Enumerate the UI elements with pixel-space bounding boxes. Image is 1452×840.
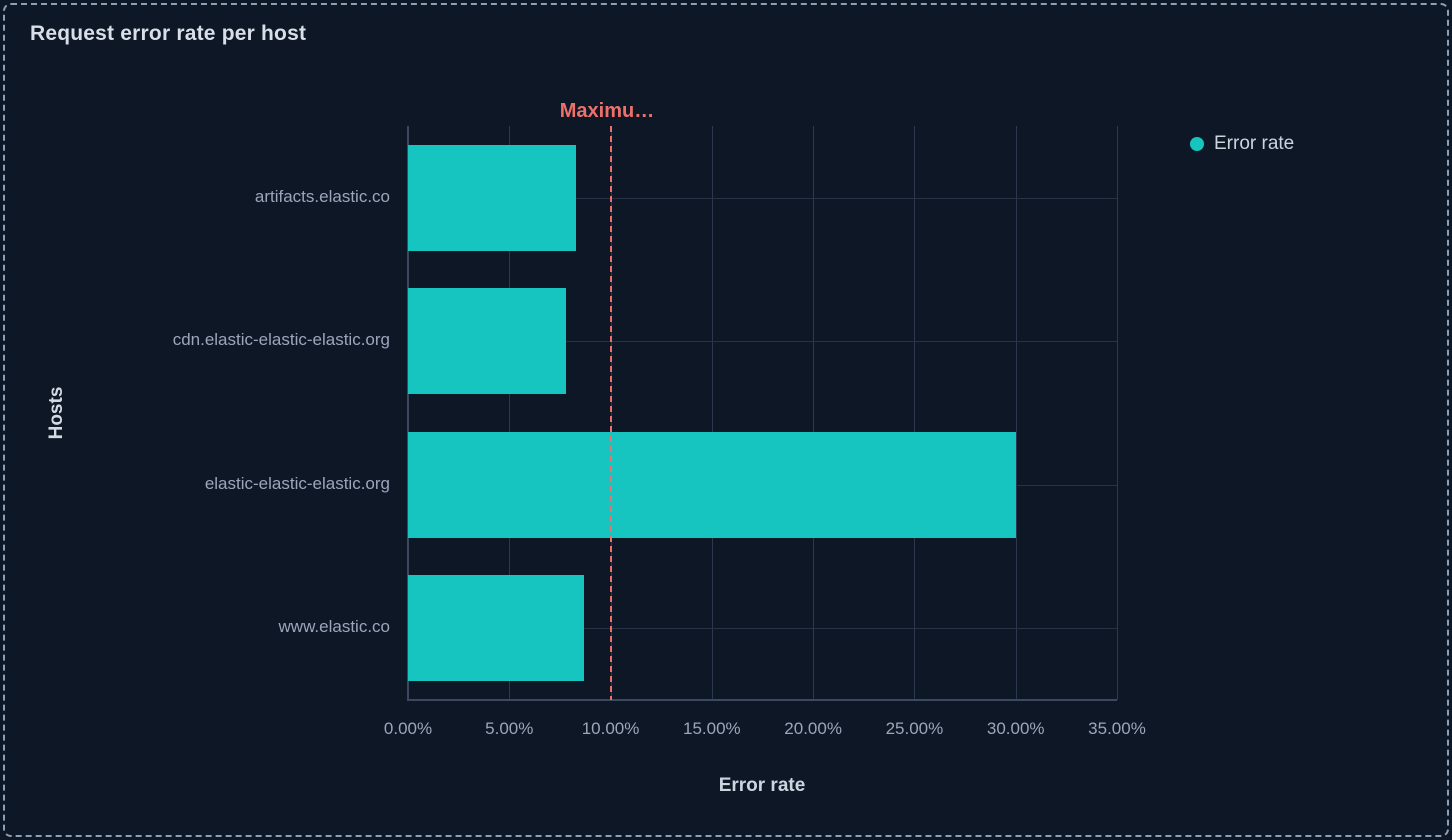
gridline-vertical xyxy=(813,126,815,700)
x-axis-tick-label: 0.00% xyxy=(383,719,433,738)
y-axis-line xyxy=(407,126,409,700)
x-axis-tick-label: 25.00% xyxy=(885,719,944,738)
x-axis-tick-label: 10.00% xyxy=(581,719,640,738)
error-rate-bar-chart: artifacts.elastic.co cdn.elastic-elastic-… xyxy=(5,5,1447,835)
gridline-vertical xyxy=(1015,126,1017,700)
bar[interactable] xyxy=(408,288,566,395)
x-axis-tick-label: 35.00% xyxy=(1088,719,1146,738)
dashboard-panel[interactable]: Request error rate per host artifacts.el… xyxy=(3,3,1449,837)
x-axis-tick-label: 30.00% xyxy=(986,719,1045,738)
gridline-horizontal xyxy=(408,341,1117,343)
y-axis-title: Hosts xyxy=(46,386,67,440)
threshold-label: Maximu… xyxy=(559,100,655,122)
bar[interactable] xyxy=(408,575,585,682)
x-axis-tick-label: 15.00% xyxy=(683,719,741,738)
y-axis-tick-label: artifacts.elastic.co xyxy=(254,186,390,206)
y-axis-tick-label: cdn.elastic-elastic-elastic.org xyxy=(172,330,390,350)
threshold-line xyxy=(609,126,612,700)
panel-title: Request error rate per host xyxy=(30,22,307,45)
legend-item-error-rate[interactable]: Error rate xyxy=(1190,133,1294,155)
bar[interactable] xyxy=(408,144,577,251)
x-axis-title: Error rate xyxy=(718,775,806,796)
legend-circle-icon xyxy=(1190,137,1204,151)
gridline-vertical xyxy=(711,126,713,700)
x-axis-line xyxy=(407,699,1117,701)
gridline-vertical xyxy=(1117,126,1118,700)
bar[interactable] xyxy=(408,431,1016,538)
gridline-horizontal xyxy=(408,197,1117,199)
gridline-vertical xyxy=(509,126,511,700)
x-axis-tick-label: 20.00% xyxy=(784,719,842,738)
legend-label: Error rate xyxy=(1214,133,1295,154)
gridline-horizontal xyxy=(408,628,1117,630)
x-axis-tick-label: 5.00% xyxy=(485,719,534,738)
y-axis-tick-label: elastic-elastic-elastic.org xyxy=(204,473,390,493)
gridline-vertical xyxy=(914,126,916,700)
y-axis-tick-label: www.elastic.co xyxy=(278,617,390,637)
